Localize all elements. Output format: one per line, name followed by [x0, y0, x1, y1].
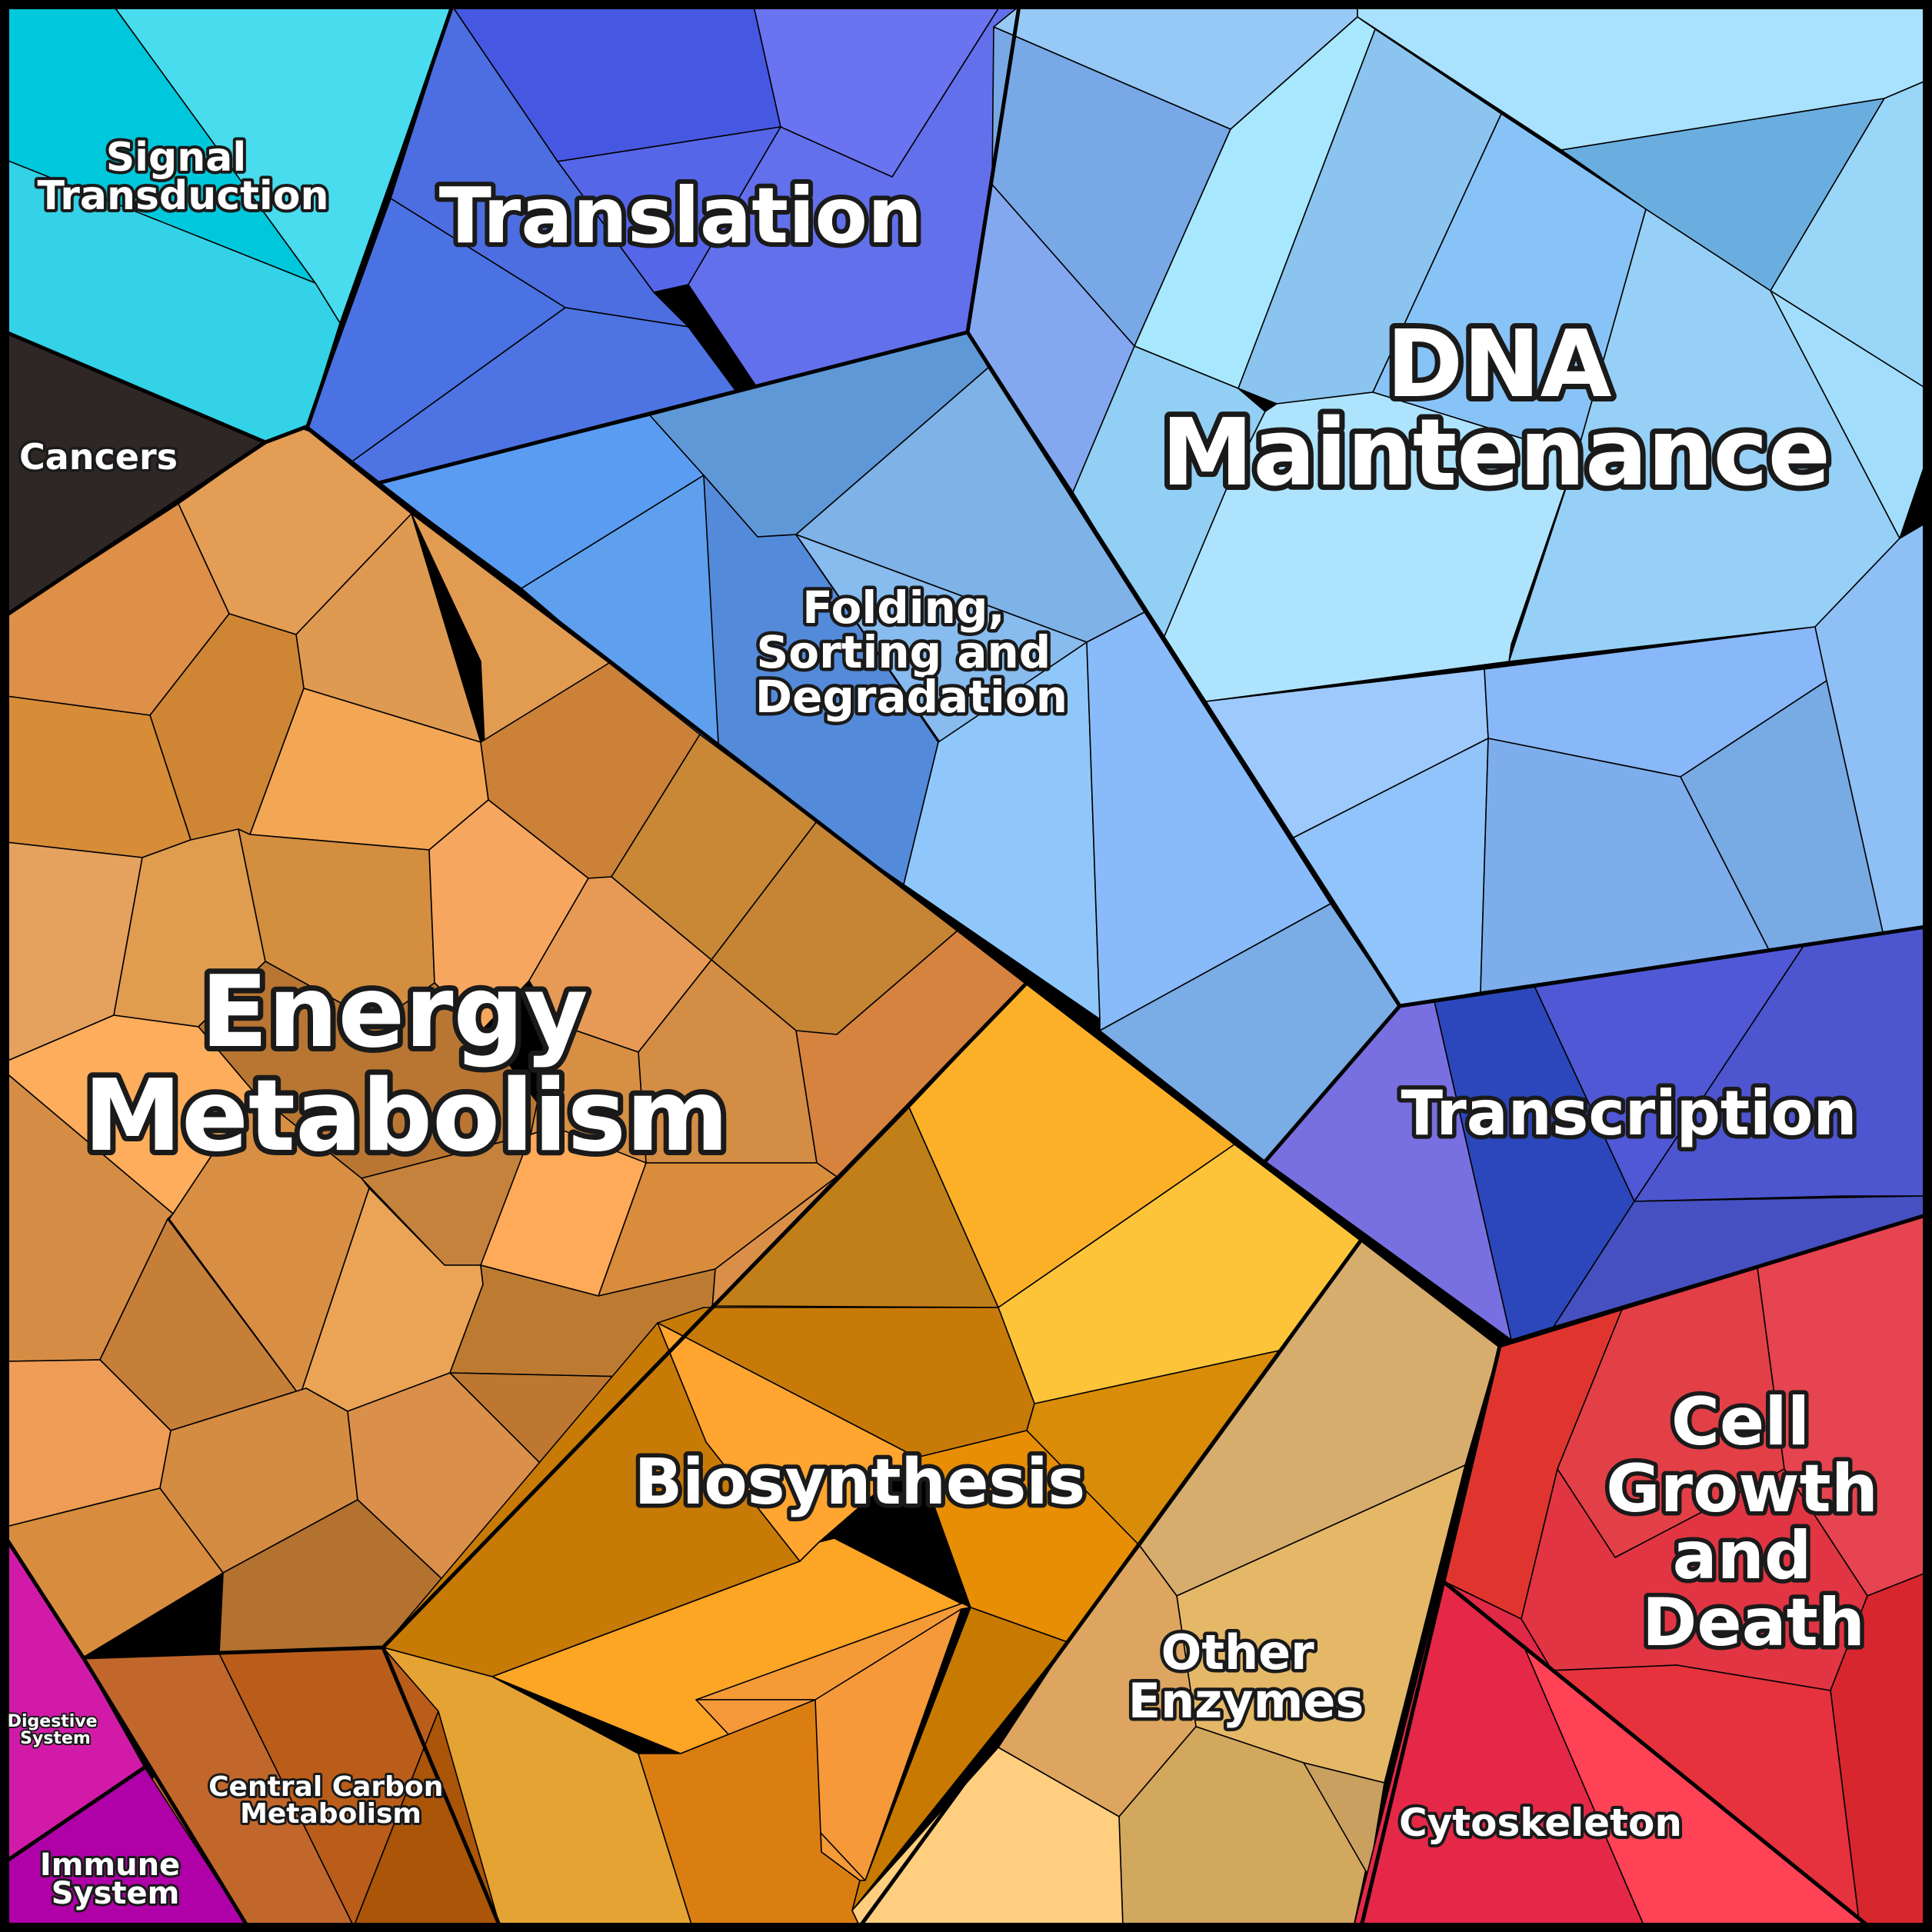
- label-transcription: Transcription: [1401, 1078, 1857, 1149]
- label-folding-sorting-degradation: Folding, Sorting and Degradation: [755, 581, 1068, 723]
- label-cancers: Cancers: [19, 436, 178, 478]
- label-immune-system: Immune System: [40, 1847, 191, 1911]
- region-translation[interactable]: [305, 5, 1020, 484]
- region-transcription[interactable]: [1264, 926, 1927, 1341]
- region-dna-maintenance[interactable]: [967, 5, 1927, 1007]
- label-other-enzymes: Other Enzymes: [1128, 1624, 1364, 1729]
- label-dna-maintenance: DNA Maintenance: [1161, 311, 1830, 507]
- region-biosynthesis[interactable]: [382, 982, 1362, 1927]
- label-cell-growth-death: Cell Growth and Death: [1606, 1384, 1901, 1661]
- region-signal-transduction[interactable]: [5, 5, 453, 443]
- label-signal-transduction: Signal Transduction: [38, 135, 329, 219]
- label-digestive-system: Digestive System: [8, 1712, 104, 1748]
- region-energy-metabolism[interactable]: [5, 426, 1028, 1658]
- region-boundaries: [4, 5, 1927, 1928]
- label-energy-metabolism: Energy Metabolism: [84, 955, 729, 1174]
- label-translation: Translation: [439, 171, 922, 261]
- region-folding-sorting-degradation[interactable]: [378, 331, 1145, 885]
- region-central-carbon[interactable]: [82, 1647, 501, 1927]
- label-biosynthesis: Biosynthesis: [635, 1446, 1086, 1519]
- region-other-enzymes[interactable]: [851, 1239, 1501, 1927]
- label-central-carbon-metabolism: Central Carbon Metabolism: [208, 1771, 453, 1830]
- labels: Signal Transduction Translation DNA Main…: [6, 132, 1901, 1914]
- label-cytoskeleton: Cytoskeleton: [1399, 1800, 1682, 1845]
- region-folding-lower[interactable]: [903, 611, 1401, 1162]
